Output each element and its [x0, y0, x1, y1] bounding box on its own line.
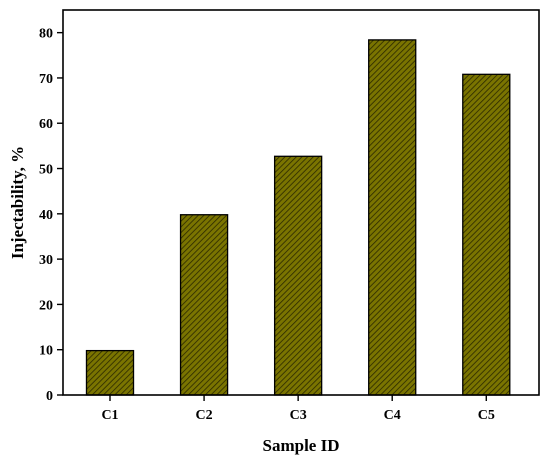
x-tick-label: C4	[384, 408, 401, 423]
y-tick-label: 60	[39, 117, 53, 132]
x-tick-label: C3	[290, 408, 307, 423]
x-axis-label: Sample ID	[263, 436, 340, 455]
x-tick-label: C1	[101, 408, 118, 423]
bar-c3	[273, 155, 323, 396]
y-tick-label: 0	[46, 389, 53, 404]
bars-group	[85, 39, 511, 396]
y-tick-label: 40	[39, 208, 53, 223]
x-tick-label: C5	[478, 408, 495, 423]
y-axis-label: Injectability, %	[8, 146, 27, 259]
y-tick-label: 70	[39, 72, 53, 87]
y-tick-label: 30	[39, 253, 53, 268]
x-axis-ticks: C1 C2 C3 C4 C5	[101, 395, 495, 423]
y-tick-label: 20	[39, 298, 53, 313]
x-tick-label: C2	[196, 408, 213, 423]
y-axis-ticks: 0 10 20 30 40 50 60 70 80	[39, 27, 63, 404]
bar-c2	[179, 214, 229, 396]
y-tick-label: 80	[39, 27, 53, 42]
y-tick-label: 10	[39, 344, 53, 359]
bar-c1	[85, 349, 135, 396]
y-tick-label: 50	[39, 163, 53, 178]
bar-c4	[368, 39, 417, 396]
bar-c5	[462, 73, 511, 396]
plot-frame	[62, 9, 540, 396]
